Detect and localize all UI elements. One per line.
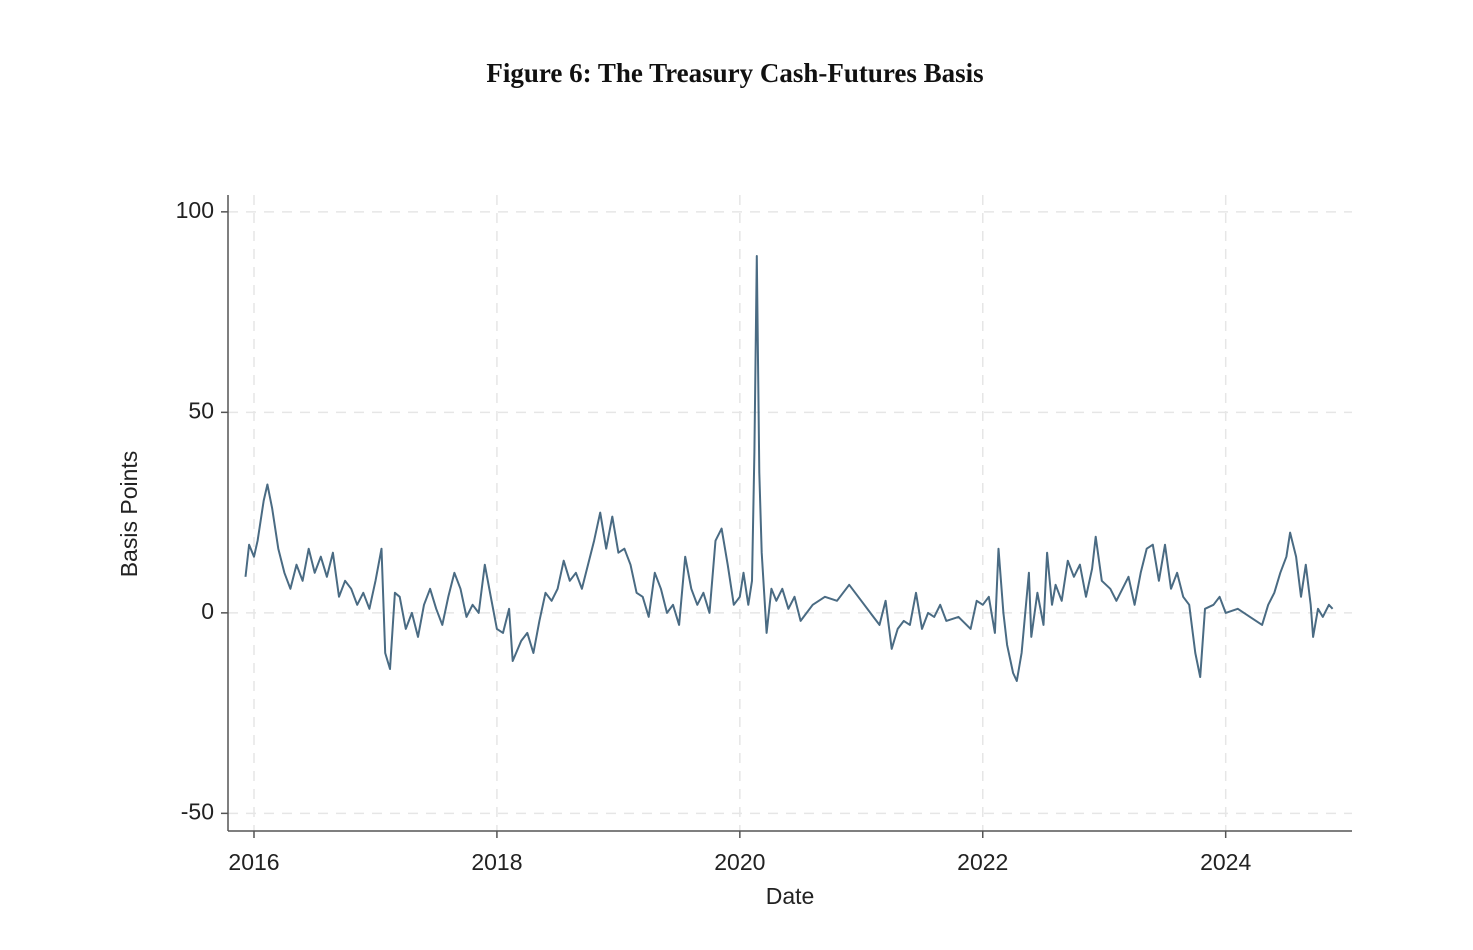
y-tick-label: -50 xyxy=(181,798,214,824)
x-tick-label: 2024 xyxy=(1200,849,1251,875)
y-axis-label: Basis Points xyxy=(116,451,142,578)
chart-title: Figure 6: The Treasury Cash-Futures Basi… xyxy=(486,58,983,88)
x-tick-label: 2016 xyxy=(228,849,279,875)
x-axis-label: Date xyxy=(766,883,815,909)
y-tick-label: 0 xyxy=(201,598,214,624)
x-tick-label: 2020 xyxy=(714,849,765,875)
data-line xyxy=(244,255,1334,682)
x-tick-label: 2022 xyxy=(957,849,1008,875)
y-tick-label: 50 xyxy=(188,397,214,423)
y-tick-label: 100 xyxy=(176,197,214,223)
x-tick-label: 2018 xyxy=(471,849,522,875)
